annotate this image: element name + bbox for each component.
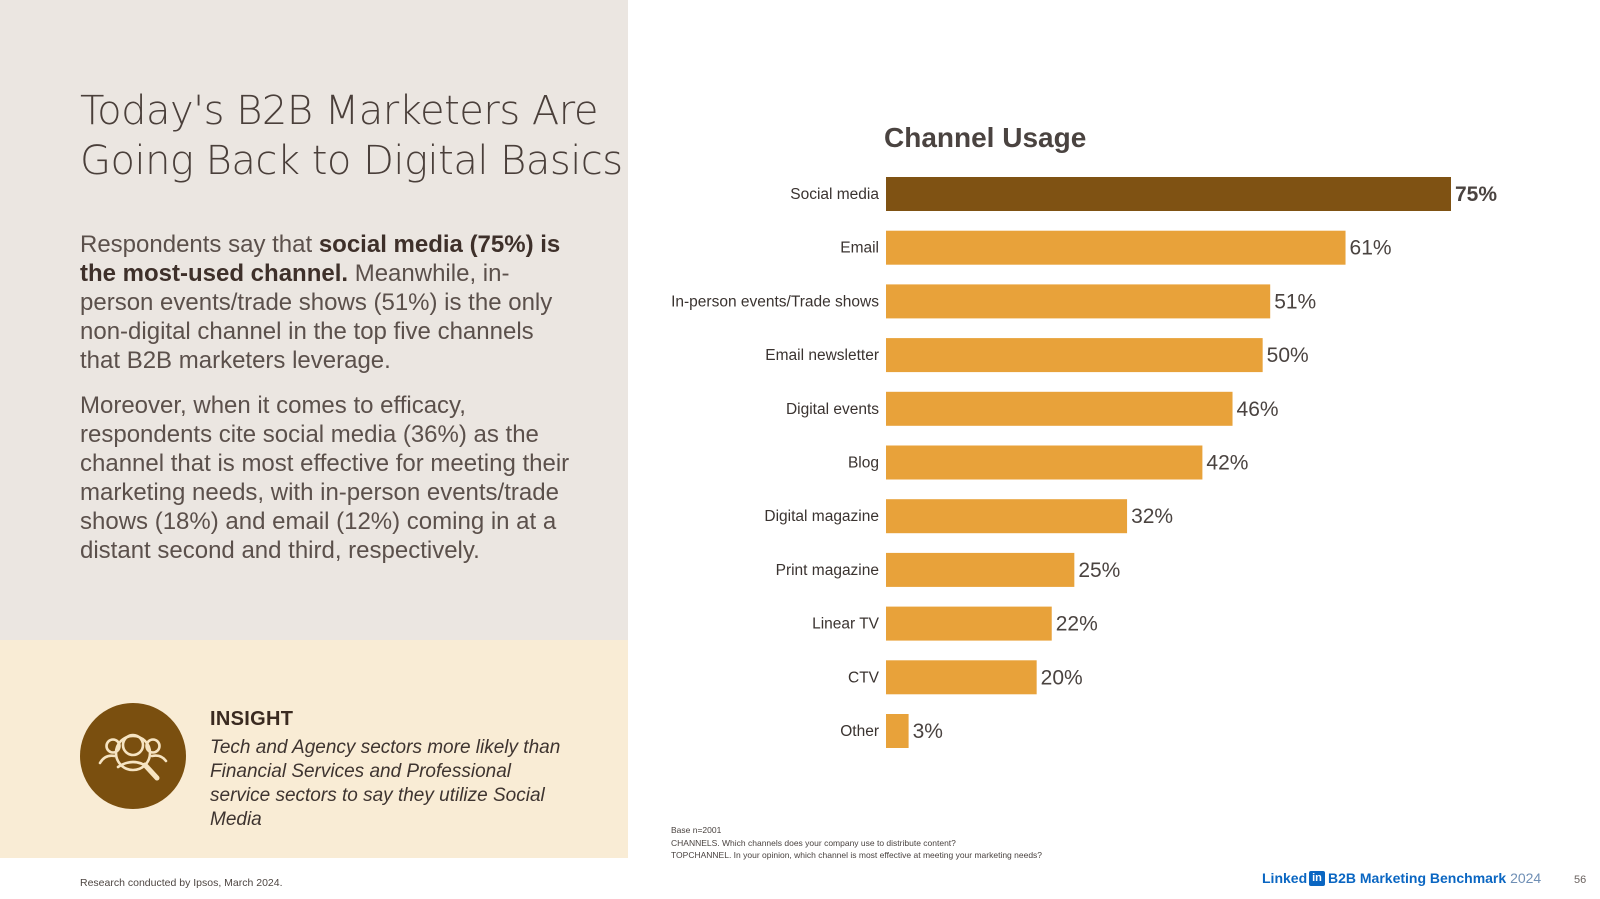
research-note: Research conducted by Ipsos, March 2024. <box>80 877 283 889</box>
insight-title: INSIGHT <box>210 708 294 730</box>
base-size-note: Base n=2001 <box>671 825 722 835</box>
value-label: 75% <box>1455 183 1497 206</box>
category-label: Email newsletter <box>765 347 879 364</box>
category-label: Print magazine <box>776 562 879 579</box>
category-label: Digital magazine <box>764 508 879 525</box>
bar <box>886 660 1037 695</box>
insight-text: Tech and Agency sectors more likely than… <box>210 737 561 830</box>
category-label: Email <box>840 240 879 257</box>
bar <box>886 499 1128 534</box>
category-label: Other <box>840 723 879 740</box>
logo-in-badge: in <box>1309 870 1325 886</box>
value-label: 61% <box>1350 237 1392 260</box>
category-label: Blog <box>848 455 879 472</box>
page-number: 56 <box>1574 874 1587 886</box>
bar <box>886 391 1233 426</box>
channels-question-note: CHANNELS. Which channels does your compa… <box>671 837 956 848</box>
category-label: Linear TV <box>812 616 880 633</box>
bar <box>886 177 1451 211</box>
paragraph-efficacy: Moreover, when it comes to efficacy, res… <box>80 392 570 564</box>
paragraph-usage-intro: Respondents say that <box>80 231 319 258</box>
paragraph-usage-highlight: social media (75%) is the most-used chan… <box>80 231 561 287</box>
left-panel <box>0 0 628 640</box>
bar <box>886 606 1052 641</box>
logo-wordmark: Linked <box>1262 870 1308 886</box>
bar <box>886 230 1346 265</box>
report-title: B2B Marketing Benchmark <box>1328 870 1507 886</box>
chart-title: Channel Usage <box>884 122 1087 153</box>
page-title: Today's B2B Marketers Are Going Back to … <box>80 86 623 186</box>
insight-icon-circle <box>80 703 186 809</box>
paragraph-usage-rest: Meanwhile, in-person events/trade shows … <box>80 260 553 374</box>
bar <box>886 284 1271 319</box>
linkedin-logo: Linked in <box>1262 870 1325 886</box>
value-label: 51% <box>1274 290 1316 313</box>
paragraph-usage: Respondents say that social media (75%) … <box>80 230 580 375</box>
category-label: Digital events <box>786 401 879 418</box>
value-label: 20% <box>1041 666 1083 689</box>
value-label: 32% <box>1131 505 1173 528</box>
bar <box>886 445 1203 480</box>
channel-usage-chart: Social media 75% Email 61% In-person events/… <box>671 177 1497 748</box>
category-label: CTV <box>848 669 880 686</box>
bar <box>886 714 909 748</box>
value-label: 3% <box>913 720 943 743</box>
report-name: B2B Marketing Benchmark 2024 <box>1328 870 1541 886</box>
value-label: 46% <box>1237 398 1279 421</box>
report-year: 2024 <box>1510 870 1542 886</box>
page-title-line-2: Going Back to Digital Basics <box>80 138 623 184</box>
value-label: 22% <box>1056 613 1098 636</box>
topchannel-question-note: TOPCHANNEL. In your opinion, which chann… <box>671 850 1043 860</box>
value-label: 25% <box>1078 559 1120 582</box>
value-label: 50% <box>1267 344 1309 367</box>
category-label: Social media <box>790 186 879 203</box>
base-notes: Base n=2001 CHANNELS. Which channels doe… <box>671 824 1042 862</box>
category-label: In-person events/Trade shows <box>671 293 879 310</box>
page-title-line-1: Today's B2B Marketers Are <box>80 88 598 134</box>
people-search-icon <box>98 733 168 781</box>
bar <box>886 552 1075 587</box>
value-label: 42% <box>1206 452 1248 475</box>
bar <box>886 338 1263 373</box>
